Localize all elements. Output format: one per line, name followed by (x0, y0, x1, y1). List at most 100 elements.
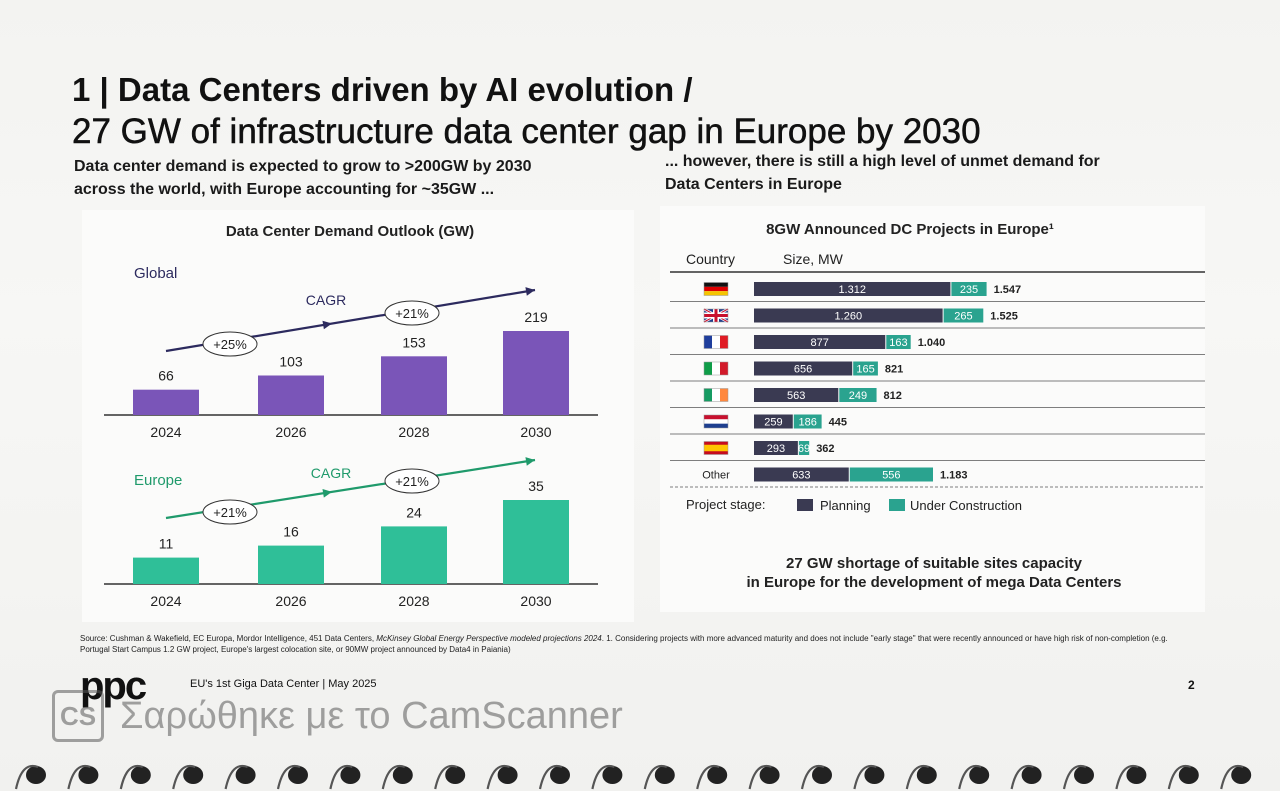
bar-planning-label: 293 (767, 443, 785, 455)
flag-stripe (712, 388, 720, 402)
flag-border (703, 414, 729, 429)
project-row-ireland: 563 249 812 (670, 388, 1205, 408)
x-tick-label: 2024 (150, 424, 181, 440)
x-tick-label: 2028 (398, 424, 429, 440)
value-label: 11 (159, 536, 174, 552)
binding-wire (696, 764, 720, 790)
series-label-global: Global (134, 265, 177, 282)
bar-construction-label: 186 (799, 417, 817, 429)
binding-ring (235, 766, 256, 784)
flag-fr-icon (703, 335, 729, 349)
flag-stripe (704, 362, 712, 375)
projects-chart-panel (660, 206, 1205, 612)
flag-stripe (704, 286, 728, 292)
binding-ring (1126, 766, 1147, 784)
ppc-logo: ppc (80, 664, 147, 708)
row-total-label: 821 (885, 364, 903, 376)
bar-construction (839, 388, 877, 402)
binding-wire (224, 764, 248, 790)
demand-chart-title: Data Center Demand Outlook (GW) (226, 223, 474, 240)
project-stage-legend: Project stage: Planning Under Construction (686, 497, 1022, 513)
x-tick-label: 2026 (275, 593, 306, 609)
flag-border (703, 282, 729, 296)
binding-wire (1220, 764, 1244, 790)
binding-ring (916, 766, 937, 784)
bar-global-2024 (133, 389, 199, 415)
binding-ring (969, 766, 990, 784)
bar-construction-label: 556 (882, 470, 900, 482)
column-header-country: Country (686, 251, 735, 267)
flag-stripe (720, 388, 728, 402)
bar-planning (754, 282, 951, 296)
binding-wire (329, 764, 353, 790)
binding-wire (381, 764, 406, 790)
right-subtitle-line1: ... however, there is still a high level… (665, 153, 1100, 170)
bar-global-2028 (381, 356, 447, 415)
bar-construction (951, 282, 987, 296)
flag-stripe (720, 362, 728, 375)
bar-construction (849, 467, 933, 482)
binding-wire (800, 764, 825, 790)
value-label: 35 (528, 478, 544, 494)
bar-planning-label: 1.260 (835, 311, 863, 323)
camscanner-watermark: CS Σαρώθηκε με το CamScanner (52, 688, 623, 744)
flag-border (703, 335, 729, 349)
cagr-value: +21% (213, 505, 247, 520)
flag-stripe (704, 291, 728, 296)
cagr-oval (202, 331, 258, 357)
projects-chart-title: 8GW Announced DC Projects in Europe¹ (766, 221, 1054, 238)
bar-planning-label: 633 (792, 470, 810, 482)
bar-construction-label: 249 (849, 390, 867, 402)
bar-europe-2024 (133, 557, 199, 584)
series-label-europe: Europe (134, 472, 182, 489)
binding-ring (497, 766, 518, 784)
bar-construction-label: 265 (954, 311, 972, 323)
binding-ring (1021, 766, 1042, 784)
flag-stripe (704, 419, 728, 424)
binding-wire (905, 764, 930, 790)
row-label-other: Other (702, 470, 730, 482)
page-number: 2 (1188, 678, 1195, 692)
binding-ring (654, 766, 675, 784)
flag-cross-red (704, 314, 728, 317)
footer-title: EU's 1st Giga Data Center | May 2025 (190, 678, 377, 690)
binding-wire (14, 764, 39, 790)
flag-de-icon (703, 282, 729, 296)
binding-wire (958, 764, 982, 790)
bar-planning-label: 656 (794, 364, 812, 376)
cagr-value: +25% (213, 337, 247, 352)
binding-ring (183, 766, 204, 784)
bar-planning-label: 1.312 (838, 284, 866, 296)
cagr-value: +21% (395, 474, 429, 489)
flag-stripe (712, 362, 720, 375)
binding-wire (486, 764, 510, 790)
binding-ring (392, 766, 413, 784)
bar-construction (943, 308, 984, 323)
bar-planning-label: 563 (787, 390, 805, 402)
binding-ring (707, 766, 728, 784)
binding-wire (119, 764, 144, 790)
binding-ring (550, 766, 570, 784)
x-tick-label: 2028 (398, 593, 429, 609)
source-italic: McKinsey Global Energy Perspective model… (376, 634, 602, 643)
row-total-label: 362 (816, 443, 834, 455)
bar-planning (754, 361, 853, 376)
legend-label-construction: Under Construction (910, 498, 1022, 513)
flag-stripe (704, 335, 712, 349)
watermark-text: Σαρώθηκε με το CamScanner (120, 694, 623, 737)
value-label: 66 (158, 368, 174, 384)
bar-construction-label: 165 (856, 364, 874, 376)
shortage-text-line2: in Europe for the development of mega Da… (746, 574, 1121, 591)
flag-nl-icon (703, 414, 729, 429)
binding-ring (288, 766, 308, 784)
arrow-mid-head (322, 489, 333, 498)
cagr-oval (384, 300, 440, 326)
bar-europe-2026 (258, 545, 324, 584)
x-tick-label: 2030 (520, 593, 551, 609)
binding-ring (1074, 766, 1094, 784)
bar-planning-label: 877 (810, 337, 828, 349)
bar-europe-2028 (381, 526, 447, 584)
project-rows: 1.312 235 1.547 1.260 265 1.525 877 163 1.040 656… (670, 282, 1205, 488)
bar-construction-label: 235 (960, 284, 978, 296)
binding-wire (1115, 764, 1139, 790)
